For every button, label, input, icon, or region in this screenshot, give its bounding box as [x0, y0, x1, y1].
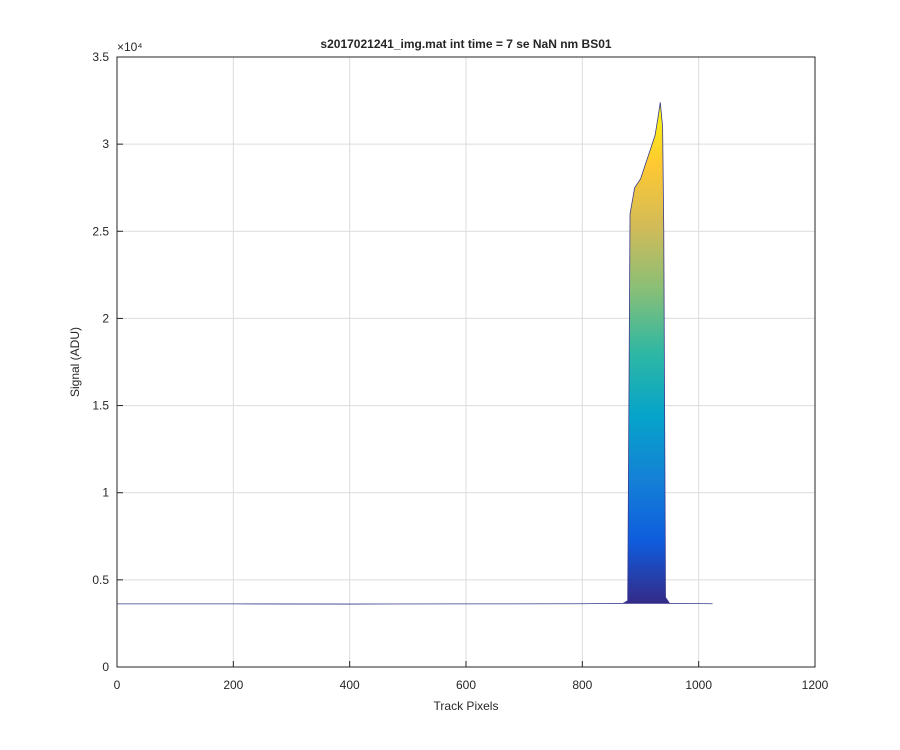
y-tick-label: 2.5: [92, 224, 109, 238]
y-exponent-label: ×10⁴: [117, 40, 143, 54]
y-tick-label: 0: [102, 660, 109, 674]
y-axis-label: Signal (ADU): [68, 327, 82, 397]
axes-box: [116, 56, 816, 668]
y-tick-label: 2: [102, 311, 109, 325]
x-tick-label: 800: [572, 678, 592, 692]
x-tick-label: 600: [456, 678, 476, 692]
y-tick-label: 1: [102, 486, 109, 500]
x-tick-label: 1000: [685, 678, 712, 692]
x-tick-label: 1200: [802, 678, 829, 692]
x-tick-label: 200: [223, 678, 243, 692]
x-tick-label: 0: [114, 678, 121, 692]
y-tick-label: 0.5: [92, 573, 109, 587]
y-tick-label: 3: [102, 137, 109, 151]
y-tick-label: 1.5: [92, 399, 109, 413]
y-tick-label: 3.5: [92, 50, 109, 64]
x-axis-label: Track Pixels: [434, 699, 499, 713]
chart-title: s2017021241_img.mat int time = 7 se NaN …: [320, 37, 611, 51]
x-tick-label: 400: [340, 678, 360, 692]
signal-profile: [117, 102, 713, 605]
